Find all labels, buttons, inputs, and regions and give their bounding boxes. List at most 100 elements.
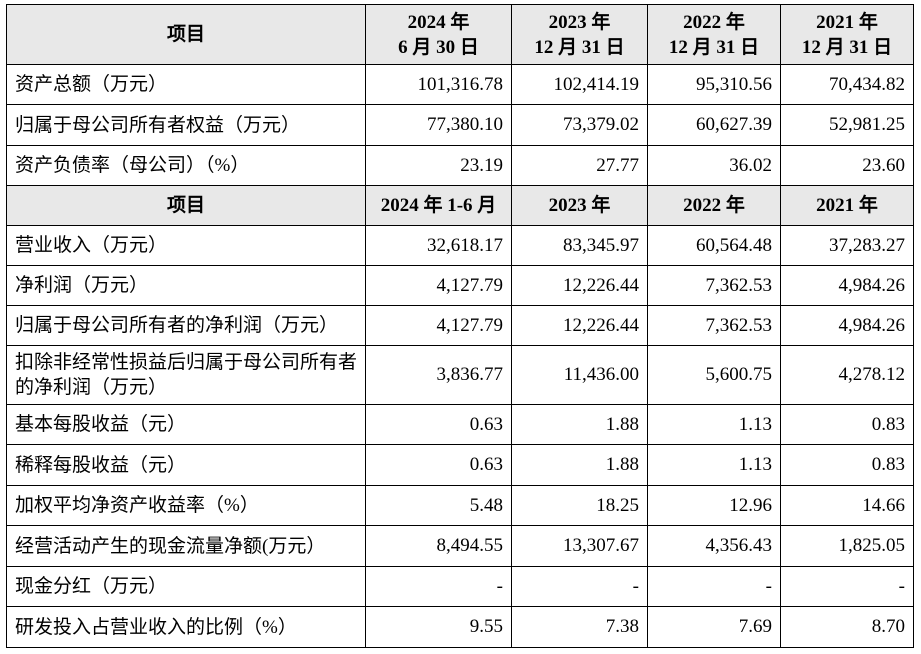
header-date-cell: 2024 年 6 月 30 日 bbox=[365, 4, 512, 65]
value-cell: 0.63 bbox=[365, 404, 512, 445]
value-cell: 0.83 bbox=[780, 444, 914, 486]
table-row: 归属于母公司所有者权益（万元） 77,380.10 73,379.02 60,627.… bbox=[6, 104, 914, 146]
header-date-cell: 2022 年 12 月 31 日 bbox=[647, 4, 781, 65]
value-cell: 23.60 bbox=[780, 145, 914, 186]
row-label: 扣除非经常性损益后归属于母公司所有者的净利润（万元） bbox=[6, 345, 366, 405]
value-cell: 4,127.79 bbox=[365, 265, 512, 306]
value-cell: 7,362.53 bbox=[647, 305, 781, 346]
value-cell: 4,984.26 bbox=[780, 265, 914, 306]
value-cell: 52,981.25 bbox=[780, 104, 914, 146]
value-cell: 73,379.02 bbox=[511, 104, 648, 146]
value-cell: 11,436.00 bbox=[511, 345, 648, 405]
header-period-cell: 2021 年 bbox=[780, 185, 914, 226]
value-cell: - bbox=[365, 566, 512, 607]
financial-summary-table: 项目 2024 年 6 月 30 日 2023 年 12 月 31 日 2022 年 12 … bbox=[6, 4, 914, 648]
value-cell: 37,283.27 bbox=[780, 225, 914, 266]
header-period-cell: 2023 年 bbox=[511, 185, 648, 226]
value-cell: 13,307.67 bbox=[511, 525, 648, 567]
table-row: 现金分红（万元） - - - - bbox=[6, 566, 914, 607]
value-cell: 1.13 bbox=[647, 404, 781, 445]
row-label: 稀释每股收益（元） bbox=[6, 444, 366, 486]
header-date: 12 月 31 日 bbox=[534, 36, 625, 58]
row-label: 资产负债率（母公司）（%） bbox=[6, 145, 366, 186]
header-date: 12 月 31 日 bbox=[668, 36, 760, 58]
table-row: 基本每股收益（元） 0.63 1.88 1.13 0.83 bbox=[6, 404, 914, 445]
value-cell: 9.55 bbox=[365, 606, 512, 648]
header-year: 2021 年 bbox=[816, 11, 878, 33]
table-row: 加权平均净资产收益率（%） 5.48 18.25 12.96 14.66 bbox=[6, 485, 914, 526]
value-cell: 0.83 bbox=[780, 404, 914, 445]
header-year: 2022 年 bbox=[683, 11, 745, 33]
header-period-cell: 2024 年 1-6 月 bbox=[365, 185, 512, 226]
value-cell: 4,127.79 bbox=[365, 305, 512, 346]
header-row-balance: 项目 2024 年 6 月 30 日 2023 年 12 月 31 日 2022 年 12 … bbox=[6, 4, 914, 65]
value-cell: 0.63 bbox=[365, 444, 512, 486]
header-item-label: 项目 bbox=[6, 185, 366, 226]
value-cell: 12,226.44 bbox=[511, 265, 648, 306]
table-row: 净利润（万元） 4,127.79 12,226.44 7,362.53 4,984.26 bbox=[6, 265, 914, 306]
value-cell: 95,310.56 bbox=[647, 64, 781, 105]
value-cell: - bbox=[511, 566, 648, 607]
table-row: 资产总额（万元） 101,316.78 102,414.19 95,310.56 70,… bbox=[6, 64, 914, 105]
table-row: 扣除非经常性损益后归属于母公司所有者的净利润（万元） 3,836.77 11,436… bbox=[6, 345, 914, 405]
value-cell: 70,434.82 bbox=[780, 64, 914, 105]
value-cell: - bbox=[780, 566, 914, 607]
row-label: 研发投入占营业收入的比例（%） bbox=[6, 606, 366, 648]
row-label: 经营活动产生的现金流量净额(万元） bbox=[6, 525, 366, 567]
row-label: 净利润（万元） bbox=[6, 265, 366, 306]
value-cell: 7,362.53 bbox=[647, 265, 781, 306]
value-cell: - bbox=[647, 566, 781, 607]
row-label: 归属于母公司所有者的净利润（万元） bbox=[6, 305, 366, 346]
value-cell: 4,278.12 bbox=[780, 345, 914, 405]
value-cell: 8,494.55 bbox=[365, 525, 512, 567]
value-cell: 83,345.97 bbox=[511, 225, 648, 266]
header-date-cell: 2023 年 12 月 31 日 bbox=[511, 4, 648, 65]
table-row: 营业收入（万元） 32,618.17 83,345.97 60,564.48 37,28… bbox=[6, 225, 914, 266]
value-cell: 36.02 bbox=[647, 145, 781, 186]
header-date: 12 月 31 日 bbox=[801, 36, 893, 58]
value-cell: 4,356.43 bbox=[647, 525, 781, 567]
value-cell: 14.66 bbox=[780, 485, 914, 526]
table-row: 研发投入占营业收入的比例（%） 9.55 7.38 7.69 8.70 bbox=[6, 606, 914, 648]
value-cell: 12,226.44 bbox=[511, 305, 648, 346]
value-cell: 23.19 bbox=[365, 145, 512, 186]
row-label: 归属于母公司所有者权益（万元） bbox=[6, 104, 366, 146]
value-cell: 1.13 bbox=[647, 444, 781, 486]
row-label: 营业收入（万元） bbox=[6, 225, 366, 266]
value-cell: 5,600.75 bbox=[647, 345, 781, 405]
value-cell: 7.69 bbox=[647, 606, 781, 648]
row-label: 基本每股收益（元） bbox=[6, 404, 366, 445]
value-cell: 7.38 bbox=[511, 606, 648, 648]
header-year: 2023 年 bbox=[548, 11, 611, 33]
header-item-label: 项目 bbox=[6, 4, 366, 65]
header-date: 6 月 30 日 bbox=[398, 36, 479, 58]
value-cell: 8.70 bbox=[780, 606, 914, 648]
table-row: 稀释每股收益（元） 0.63 1.88 1.13 0.83 bbox=[6, 444, 914, 486]
value-cell: 60,627.39 bbox=[647, 104, 781, 146]
value-cell: 102,414.19 bbox=[511, 64, 648, 105]
value-cell: 1.88 bbox=[511, 404, 648, 445]
value-cell: 1.88 bbox=[511, 444, 648, 486]
value-cell: 18.25 bbox=[511, 485, 648, 526]
value-cell: 3,836.77 bbox=[365, 345, 512, 405]
row-label: 资产总额（万元） bbox=[6, 64, 366, 105]
table-row: 归属于母公司所有者的净利润（万元） 4,127.79 12,226.44 7,362.… bbox=[6, 305, 914, 346]
header-year: 2024 年 bbox=[407, 11, 470, 33]
row-label: 现金分红（万元） bbox=[6, 566, 366, 607]
value-cell: 4,984.26 bbox=[780, 305, 914, 346]
table-row: 经营活动产生的现金流量净额(万元） 8,494.55 13,307.67 4,356.… bbox=[6, 525, 914, 567]
value-cell: 60,564.48 bbox=[647, 225, 781, 266]
value-cell: 32,618.17 bbox=[365, 225, 512, 266]
header-period-cell: 2022 年 bbox=[647, 185, 781, 226]
table-row: 资产负债率（母公司）（%） 23.19 27.77 36.02 23.60 bbox=[6, 145, 914, 186]
value-cell: 77,380.10 bbox=[365, 104, 512, 146]
value-cell: 5.48 bbox=[365, 485, 512, 526]
value-cell: 101,316.78 bbox=[365, 64, 512, 105]
value-cell: 1,825.05 bbox=[780, 525, 914, 567]
header-date-cell: 2021 年 12 月 31 日 bbox=[780, 4, 914, 65]
value-cell: 12.96 bbox=[647, 485, 781, 526]
value-cell: 27.77 bbox=[511, 145, 648, 186]
header-row-period: 项目 2024 年 1-6 月 2023 年 2022 年 2021 年 bbox=[6, 185, 914, 226]
row-label: 加权平均净资产收益率（%） bbox=[6, 485, 366, 526]
